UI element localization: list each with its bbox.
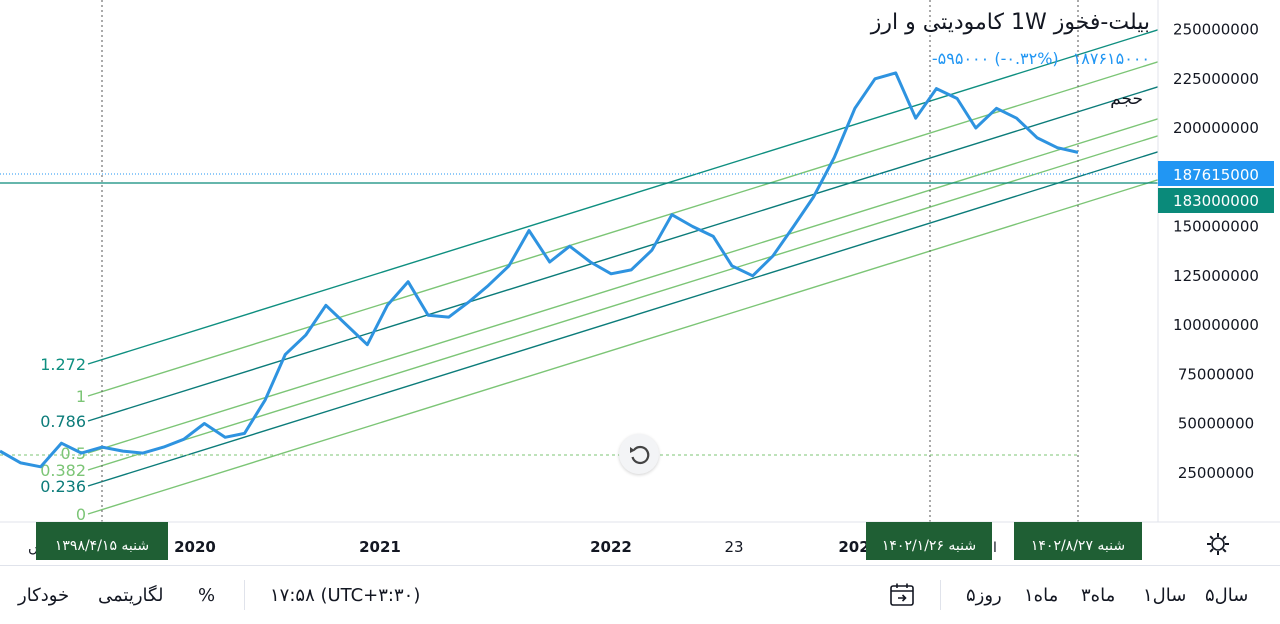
percent-scale-button[interactable]: % — [198, 584, 216, 606]
fib-channel-line[interactable] — [87, 86, 1159, 422]
current-price-badge — [1158, 161, 1274, 186]
price-tick-label: 25000000 — [1178, 464, 1254, 482]
range-3m-button[interactable]: ۳ماه — [1081, 584, 1116, 606]
fib-level-label: 0 — [76, 505, 86, 524]
time-tick-label: 23 — [724, 538, 743, 556]
fib-channel-line[interactable] — [87, 135, 1159, 471]
toolbar-divider — [940, 580, 941, 610]
line-price-badge — [1158, 188, 1274, 213]
price-tick-label: 250000000 — [1173, 21, 1259, 39]
price-line — [0, 71, 1079, 469]
timezone-clock[interactable]: ۱۷:۵۸ (UTC+۳:۳۰) — [270, 584, 421, 606]
line-price-text: 183000000 — [1173, 192, 1259, 210]
auto-scale-button[interactable]: خودکار — [18, 584, 70, 606]
price-tick-label: 200000000 — [1173, 119, 1259, 137]
chart-title: بیلت-فخوز 1W کامودیتی و ارز — [870, 10, 1150, 35]
time-tick-label: 202 — [838, 538, 869, 556]
calendar-goto-icon[interactable] — [889, 582, 915, 613]
price-tick-label: 150000000 — [1173, 218, 1259, 236]
price-change: -۵۹۵۰۰۰ (-۰.۳۲%) — [931, 49, 1059, 68]
fib-channel-line[interactable] — [87, 61, 1159, 397]
fib-channel-line[interactable] — [87, 118, 1159, 454]
price-readout: -۵۹۵۰۰۰ (-۰.۳۲%) ۱۸۷۶۱۵۰۰۰ — [918, 49, 1150, 68]
fib-channel-line[interactable] — [87, 151, 1159, 487]
time-tick-label: 2021 — [359, 538, 401, 556]
fib-level-label: 0.382 — [40, 461, 86, 480]
chart-area[interactable]: 1.272 1 0.786 0.5 0.382 0.236 0 250000000 22500… — [0, 0, 1280, 565]
fib-level-label: 0.786 — [40, 412, 86, 431]
fib-level-label: 1.272 — [40, 355, 86, 374]
bottom-toolbar: خودکار لگاریتمی % ۱۷:۵۸ (UTC+۳:۳۰) ۵روز … — [0, 565, 1280, 624]
cursor-date-text-2: شنبه ۱۴۰۲/۱/۲۶ — [882, 538, 976, 554]
toolbar-divider — [244, 580, 245, 610]
cursor-date-badge-3 — [1014, 522, 1142, 560]
gear-icon[interactable] — [1207, 533, 1229, 555]
price-tick-label: 125000000 — [1173, 267, 1259, 285]
cursor-date-badge-2 — [866, 522, 992, 560]
reset-chart-button[interactable] — [619, 434, 659, 474]
cursor-date-text-1: شنبه ۱۳۹۸/۴/۱۵ — [55, 538, 149, 554]
last-price: ۱۸۷۶۱۵۰۰۰ — [1072, 49, 1150, 68]
fib-level-label: 0.236 — [40, 477, 86, 496]
cursor-date-text-3: شنبه ۱۴۰۲/۸/۲۷ — [1031, 538, 1125, 554]
range-5y-button[interactable]: ۵سال — [1205, 584, 1249, 606]
price-tick-label: 50000000 — [1178, 415, 1254, 433]
cursor-date-badge-1 — [36, 522, 168, 560]
fib-level-label: 0.5 — [61, 444, 86, 463]
log-scale-button[interactable]: لگاریتمی — [98, 584, 164, 606]
range-5d-button[interactable]: ۵روز — [966, 584, 1002, 606]
range-1m-button[interactable]: ۱ماه — [1024, 584, 1059, 606]
time-tick-label: 2022 — [590, 538, 632, 556]
price-scale[interactable]: 250000000 225000000 200000000 150000000 1250… — [1173, 21, 1259, 482]
time-cut-label-mid: ا — [993, 540, 997, 556]
time-cut-label-left: ں — [28, 540, 38, 556]
price-tick-label: 100000000 — [1173, 316, 1259, 334]
fib-level-label: 1 — [76, 387, 86, 406]
current-price-text: 187615000 — [1173, 166, 1259, 184]
rotate-icon — [630, 445, 650, 465]
time-axis[interactable]: 2020 2021 2022 23 202 — [174, 538, 870, 556]
volume-label: حجم — [1110, 89, 1143, 109]
range-1y-button[interactable]: ۱سال — [1143, 584, 1187, 606]
time-tick-label: 2020 — [174, 538, 216, 556]
price-tick-label: 225000000 — [1173, 70, 1259, 88]
fib-channel-line[interactable] — [87, 179, 1159, 515]
price-tick-label: 75000000 — [1178, 365, 1254, 383]
fib-channel-line[interactable] — [87, 29, 1159, 365]
